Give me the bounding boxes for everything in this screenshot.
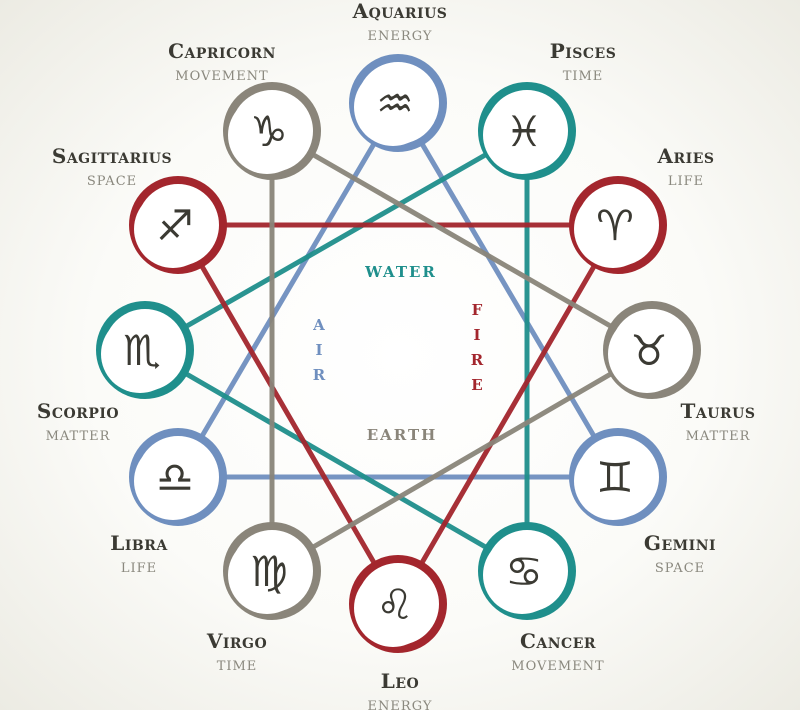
svg-text:♑: ♑ <box>250 107 288 156</box>
air-triangle-edge <box>395 100 621 480</box>
svg-text:♋: ♋ <box>505 547 543 596</box>
element-label-water: WATER <box>364 263 437 281</box>
element-triangles <box>142 100 655 607</box>
svg-text:♐: ♐ <box>156 201 194 250</box>
sign-sub-label: SPACE <box>87 174 137 189</box>
scorpio-icon: ♏ <box>96 301 194 399</box>
sign-name: Taurus <box>681 399 756 423</box>
capricorn-icon: ♑ <box>223 82 321 180</box>
fire-triangle-edge <box>175 222 401 607</box>
svg-text:♌: ♌ <box>376 580 414 629</box>
sign-label-cancer: Cancer MOVEMENT <box>511 629 604 674</box>
sign-label-capricorn: Capricorn MOVEMENT <box>168 39 276 84</box>
sign-name: Aries <box>657 144 715 168</box>
taurus-icon: ♉ <box>603 301 701 399</box>
aquarius-icon: ♒ <box>349 54 447 152</box>
sign-name: Cancer <box>520 629 596 653</box>
sign-label-gemini: Gemini SPACE <box>644 531 716 576</box>
sign-sub-label: ENERGY <box>368 29 433 44</box>
sign-name: Gemini <box>644 531 716 555</box>
element-label-earth: EARTH <box>367 426 438 444</box>
sign-sub-label: LIFE <box>121 561 157 576</box>
sign-sub-label: MOVEMENT <box>511 659 604 674</box>
svg-text:♒: ♒ <box>376 79 414 128</box>
water-triangle-edge <box>142 128 530 353</box>
svg-text:♓: ♓ <box>505 107 543 156</box>
sagittarius-icon: ♐ <box>129 176 227 274</box>
sign-sub-label: TIME <box>563 69 604 84</box>
sign-name: Leo <box>381 669 419 693</box>
svg-text:♈: ♈ <box>596 201 634 250</box>
libra-icon: ♎ <box>129 428 227 526</box>
cancer-icon: ♋ <box>478 522 576 620</box>
air-triangle-edge <box>175 100 401 480</box>
sign-sub-label: MATTER <box>686 429 751 444</box>
svg-text:♎: ♎ <box>156 453 194 502</box>
gemini-icon: ♊ <box>569 428 667 526</box>
sign-sub-label: ENERGY <box>368 699 433 710</box>
sign-sub-label: MOVEMENT <box>175 69 268 84</box>
sign-name: Sagittarius <box>52 144 172 168</box>
leo-icon: ♌ <box>349 555 447 653</box>
sign-label-leo: Leo ENERGY <box>368 669 433 710</box>
sign-sub-label: SPACE <box>655 561 705 576</box>
sign-sub-label: TIME <box>217 659 258 674</box>
sign-sub-label: LIFE <box>668 174 704 189</box>
sign-name: Aquarius <box>352 0 448 23</box>
svg-text:♊: ♊ <box>596 453 634 502</box>
pisces-icon: ♓ <box>478 82 576 180</box>
sign-label-libra: Libra LIFE <box>110 531 168 576</box>
sign-label-taurus: Taurus MATTER <box>681 399 756 444</box>
sign-sub-label: MATTER <box>46 429 111 444</box>
aries-icon: ♈ <box>569 176 667 274</box>
sign-name: Pisces <box>550 39 617 63</box>
sign-name: Libra <box>110 531 168 555</box>
sign-name: Capricorn <box>168 39 276 63</box>
sign-name: Scorpio <box>37 399 119 423</box>
sign-circles: ♒ ♓ ♈ ♉ ♊ ♋ ♌ ♍ ♎ ♏ ♐ ♑ <box>96 54 701 653</box>
svg-text:♉: ♉ <box>630 326 668 375</box>
sign-labels: Aquarius ENERGY Pisces TIME Aries LIFE Taurus M… <box>37 0 756 710</box>
fire-triangle-edge <box>395 222 621 607</box>
sign-name: Virgo <box>206 629 267 653</box>
earth-triangle-edge <box>269 128 655 353</box>
sign-label-virgo: Virgo TIME <box>206 629 267 674</box>
sign-label-pisces: Pisces TIME <box>550 39 617 84</box>
svg-text:♏: ♏ <box>123 326 161 375</box>
sign-label-aquarius: Aquarius ENERGY <box>352 0 448 44</box>
virgo-icon: ♍ <box>223 522 321 620</box>
sign-label-scorpio: Scorpio MATTER <box>37 399 119 444</box>
sign-label-aries: Aries LIFE <box>657 144 715 189</box>
sign-label-sagittarius: Sagittarius SPACE <box>52 144 172 189</box>
water-triangle-edge <box>142 347 530 574</box>
earth-triangle-edge <box>269 347 655 574</box>
svg-text:♍: ♍ <box>250 547 288 596</box>
